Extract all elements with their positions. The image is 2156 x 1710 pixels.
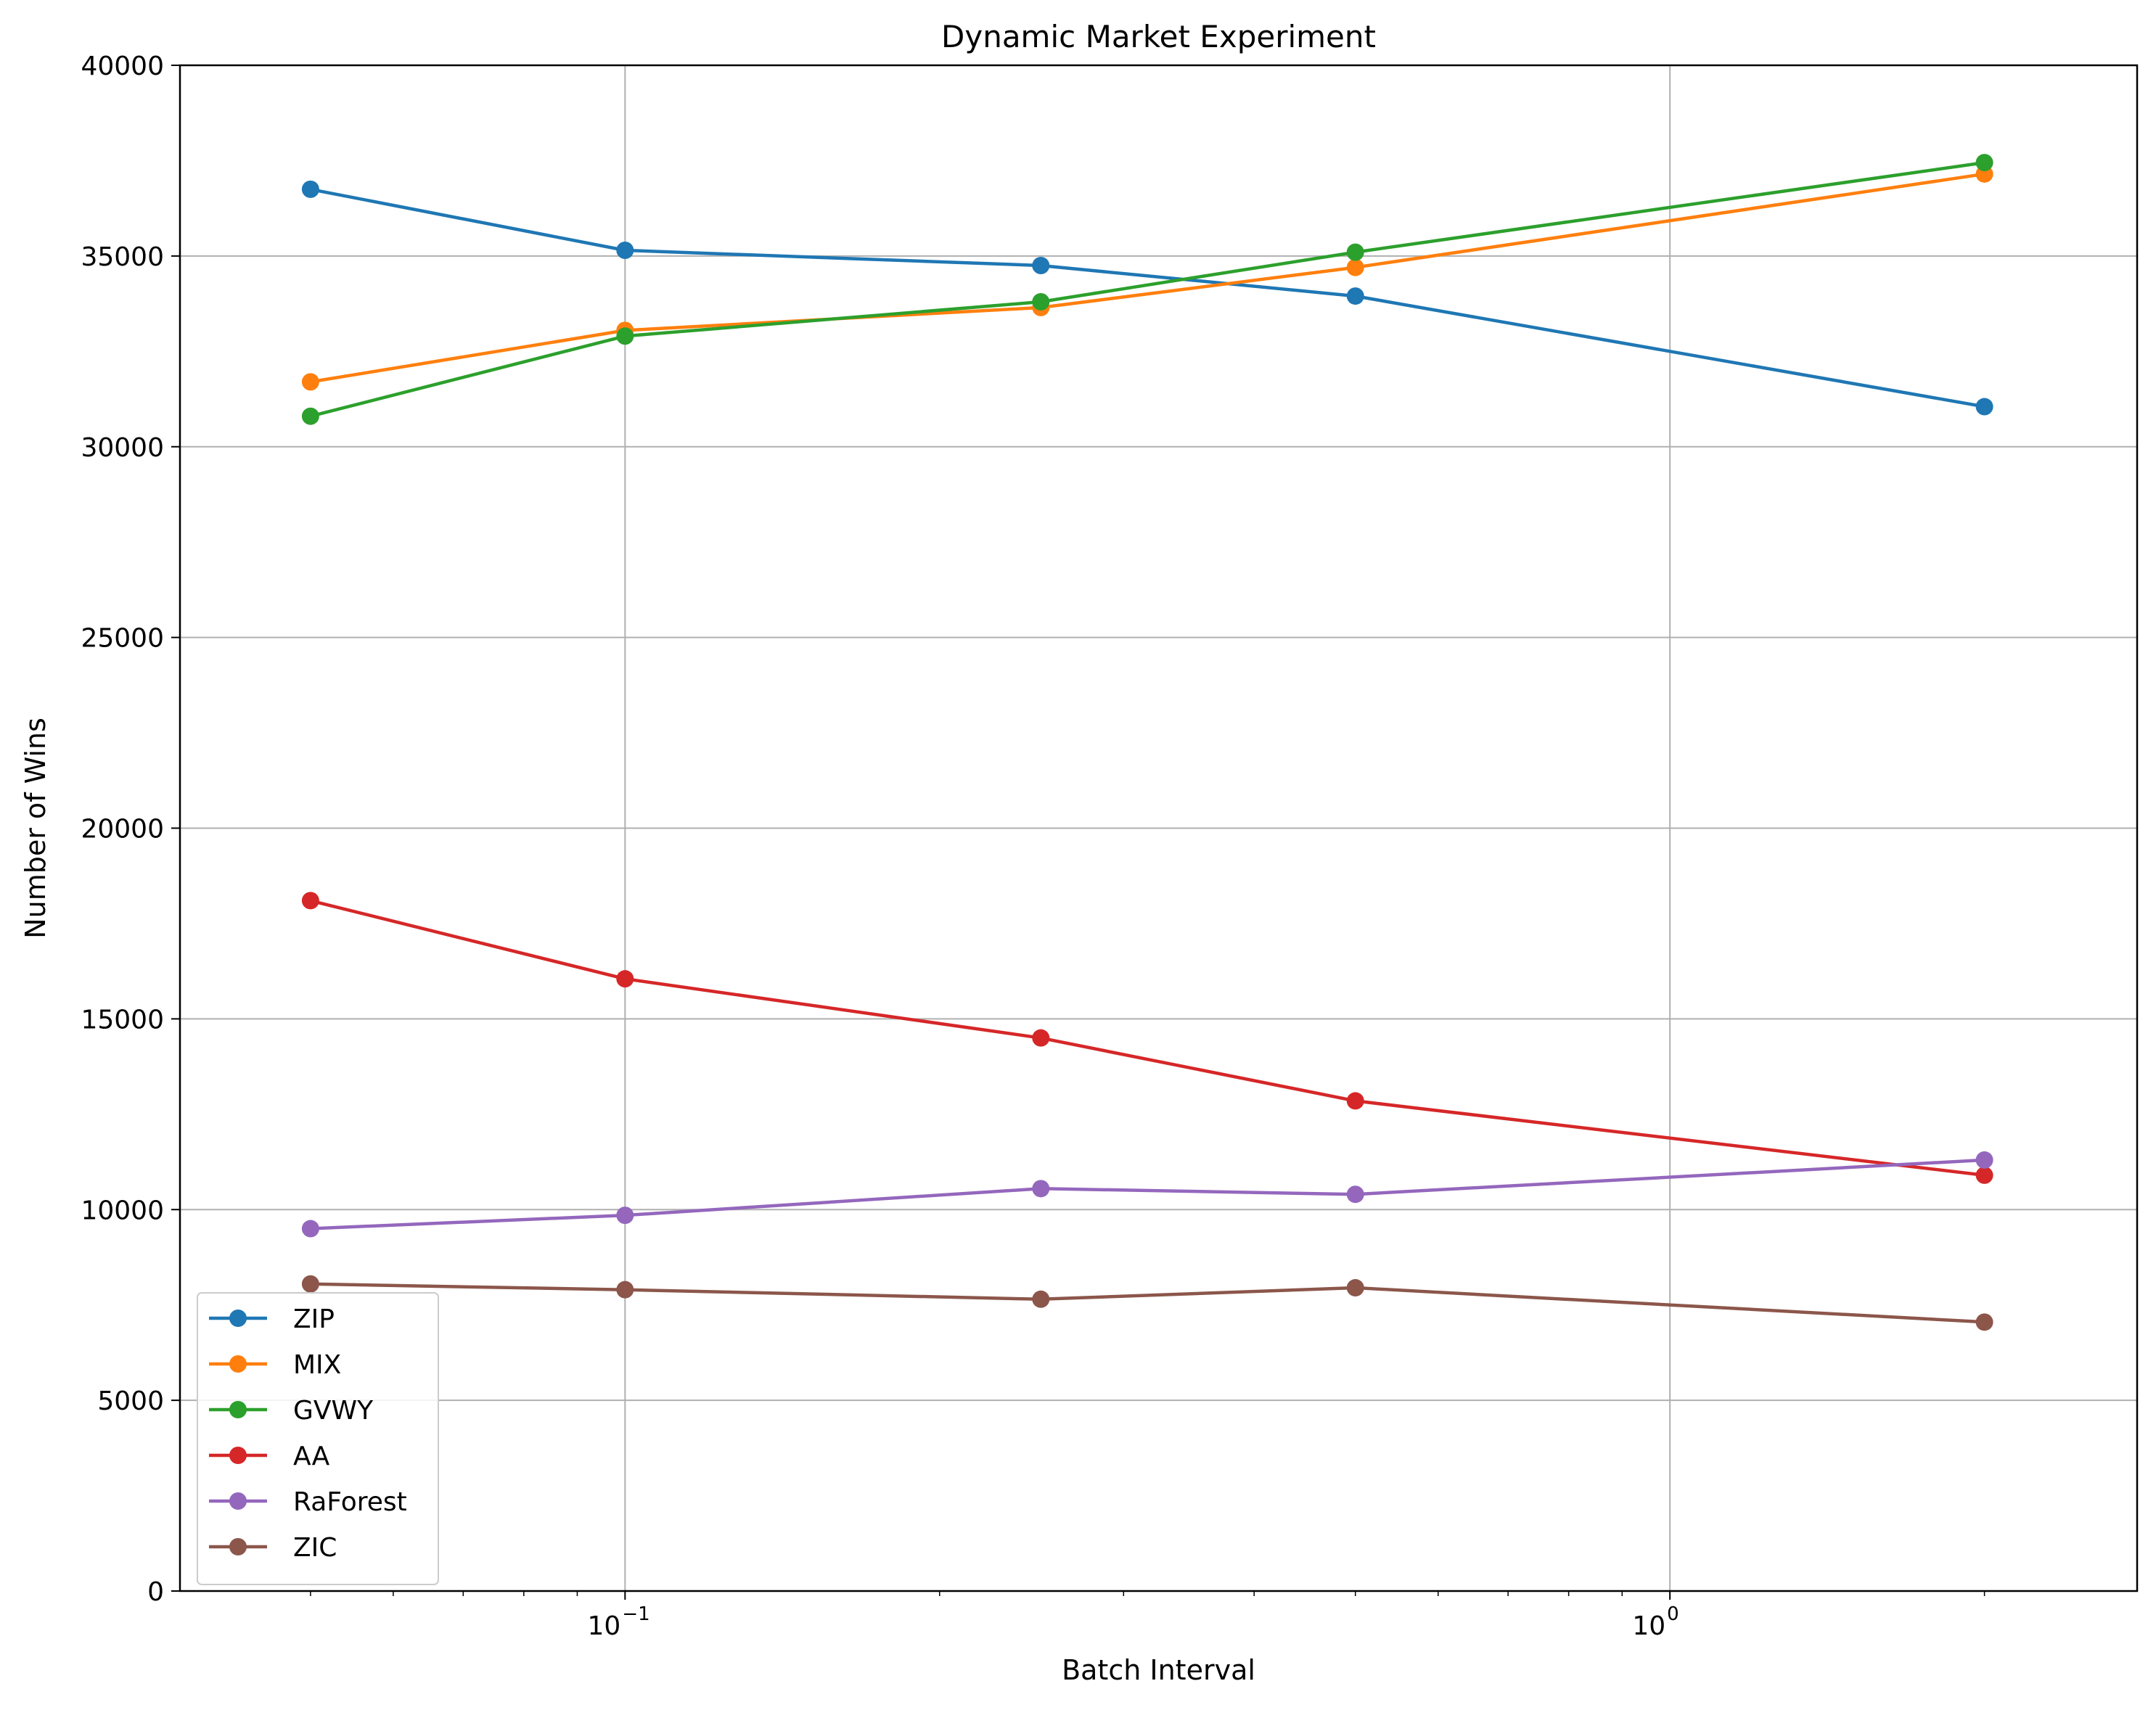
data-point-mix <box>1346 258 1364 276</box>
data-point-zic <box>301 1275 319 1293</box>
y-tick-label: 15000 <box>81 1005 164 1035</box>
legend-label: ZIC <box>293 1533 337 1563</box>
chart-title: Dynamic Market Experiment <box>941 19 1376 54</box>
y-tick-label: 30000 <box>81 433 164 463</box>
data-point-aa <box>301 892 319 910</box>
legend-swatch-marker <box>229 1310 247 1327</box>
data-point-raforest <box>1975 1151 1993 1169</box>
data-point-gvwy <box>1975 154 1993 172</box>
y-tick-label: 10000 <box>81 1196 164 1225</box>
data-point-zip <box>616 241 634 259</box>
y-tick-label: 25000 <box>81 624 164 654</box>
series-zip <box>301 180 1993 416</box>
data-point-gvwy <box>1032 292 1050 311</box>
series-aa <box>301 892 1993 1184</box>
data-point-gvwy <box>616 327 634 345</box>
legend-label: AA <box>293 1442 330 1471</box>
y-tick-label: 20000 <box>81 815 164 844</box>
series-gvwy <box>301 154 1993 425</box>
legend-swatch-marker <box>229 1355 247 1373</box>
series-raforest <box>301 1151 1993 1238</box>
legend-item-zip: ZIP <box>209 1304 335 1334</box>
legend-item-zic: ZIC <box>209 1533 337 1563</box>
data-point-aa <box>616 970 634 988</box>
x-tick-label-exponent: −1 <box>622 1603 649 1625</box>
y-tick-label: 5000 <box>97 1386 164 1416</box>
data-point-aa <box>1032 1029 1050 1047</box>
legend-item-aa: AA <box>209 1442 330 1471</box>
data-point-gvwy <box>301 407 319 425</box>
data-point-raforest <box>616 1207 634 1225</box>
x-tick-label-base: 10 <box>588 1611 621 1641</box>
data-point-raforest <box>301 1220 319 1238</box>
y-tick-label: 0 <box>147 1577 164 1607</box>
legend: ZIP MIX GVWY AA RaForest ZIC <box>197 1292 439 1585</box>
data-point-zip <box>1346 287 1364 305</box>
data-point-zic <box>616 1281 634 1299</box>
legend-swatch-marker <box>229 1538 247 1555</box>
legend-label: RaForest <box>293 1487 407 1517</box>
x-axis: 10 −1 10 0 <box>588 1591 1679 1641</box>
legend-item-gvwy: GVWY <box>209 1396 374 1426</box>
y-axis-label: Number of Wins <box>20 718 52 939</box>
legend-item-raforest: RaForest <box>209 1487 407 1517</box>
legend-label: GVWY <box>293 1396 374 1426</box>
series-zic <box>301 1275 1993 1331</box>
legend-label: MIX <box>293 1350 341 1380</box>
data-point-mix <box>301 373 319 391</box>
legend-swatch-marker <box>229 1492 247 1510</box>
x-tick-label: 10 −1 <box>588 1603 650 1641</box>
data-point-aa <box>1346 1092 1364 1110</box>
data-point-zip <box>1975 398 1993 416</box>
data-point-aa <box>1975 1166 1993 1184</box>
data-point-zip <box>301 180 319 198</box>
data-point-zic <box>1032 1290 1050 1308</box>
data-point-gvwy <box>1346 243 1364 261</box>
y-tick-label: 35000 <box>81 242 164 272</box>
data-point-zic <box>1975 1313 1993 1331</box>
x-tick-label-base: 10 <box>1632 1611 1665 1641</box>
y-axis: 0 5000 10000 15000 20000 25000 30000 35000 40000 <box>81 52 180 1607</box>
data-point-zic <box>1346 1279 1364 1297</box>
x-tick-label-exponent: 0 <box>1667 1603 1679 1625</box>
y-tick-label: 40000 <box>81 52 164 81</box>
data-point-raforest <box>1346 1185 1364 1204</box>
legend-item-mix: MIX <box>209 1350 341 1380</box>
legend-swatch-marker <box>229 1447 247 1464</box>
data-point-zip <box>1032 257 1050 275</box>
x-axis-label: Batch Interval <box>1062 1654 1255 1686</box>
legend-swatch-marker <box>229 1401 247 1418</box>
legend-box <box>197 1292 439 1585</box>
x-tick-label: 10 0 <box>1632 1603 1679 1641</box>
data-point-raforest <box>1032 1180 1050 1198</box>
legend-label: ZIP <box>293 1304 335 1334</box>
series-lines <box>301 154 1993 1331</box>
